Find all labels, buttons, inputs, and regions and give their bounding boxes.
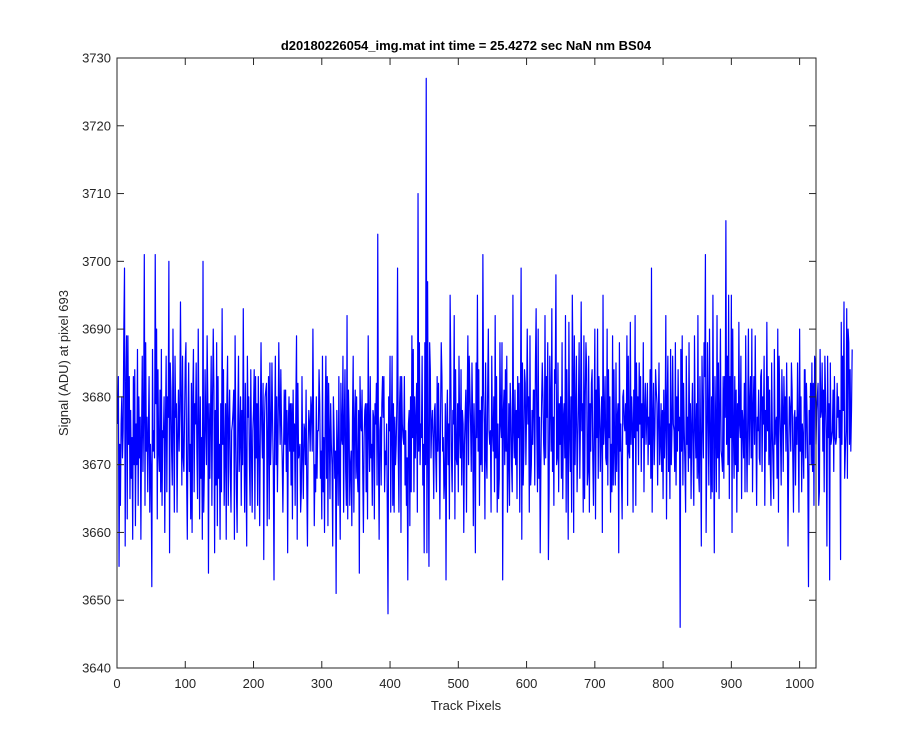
y-tick-label: 3710 <box>82 186 111 201</box>
tick-labels: 0 100 200 300 400 500 600 700 800 900 1000 3640 3650… <box>82 51 814 692</box>
x-tick-label: 800 <box>652 676 674 691</box>
x-tick-label: 1000 <box>785 676 814 691</box>
y-tick-label: 3690 <box>82 322 111 337</box>
y-tick-label: 3720 <box>82 118 111 133</box>
chart-title: d20180226054_img.mat int time = 25.4272 … <box>281 38 652 53</box>
y-tick-label: 3680 <box>82 389 111 404</box>
y-tick-label: 3700 <box>82 254 111 269</box>
y-tick-label: 3650 <box>82 593 111 608</box>
x-tick-label: 0 <box>113 676 120 691</box>
x-axis-label: Track Pixels <box>431 698 502 713</box>
x-tick-label: 600 <box>516 676 538 691</box>
y-tick-label: 3640 <box>82 661 111 676</box>
x-tick-label: 400 <box>379 676 401 691</box>
axes <box>116 57 817 669</box>
axes-box <box>116 57 817 669</box>
x-tick-label: 500 <box>447 676 469 691</box>
x-tick-label: 200 <box>243 676 265 691</box>
x-tick-label: 700 <box>584 676 606 691</box>
plot-area <box>117 58 816 668</box>
series-line-1 <box>117 77 853 628</box>
series-layer <box>117 77 853 628</box>
y-tick-label: 3660 <box>82 525 111 540</box>
y-axis-label: Signal (ADU) at pixel 693 <box>56 290 71 436</box>
x-tick-label: 300 <box>311 676 333 691</box>
x-tick-label: 100 <box>174 676 196 691</box>
x-tick-label: 900 <box>721 676 743 691</box>
y-tick-label: 3730 <box>82 51 111 66</box>
y-tick-label: 3670 <box>82 457 111 472</box>
